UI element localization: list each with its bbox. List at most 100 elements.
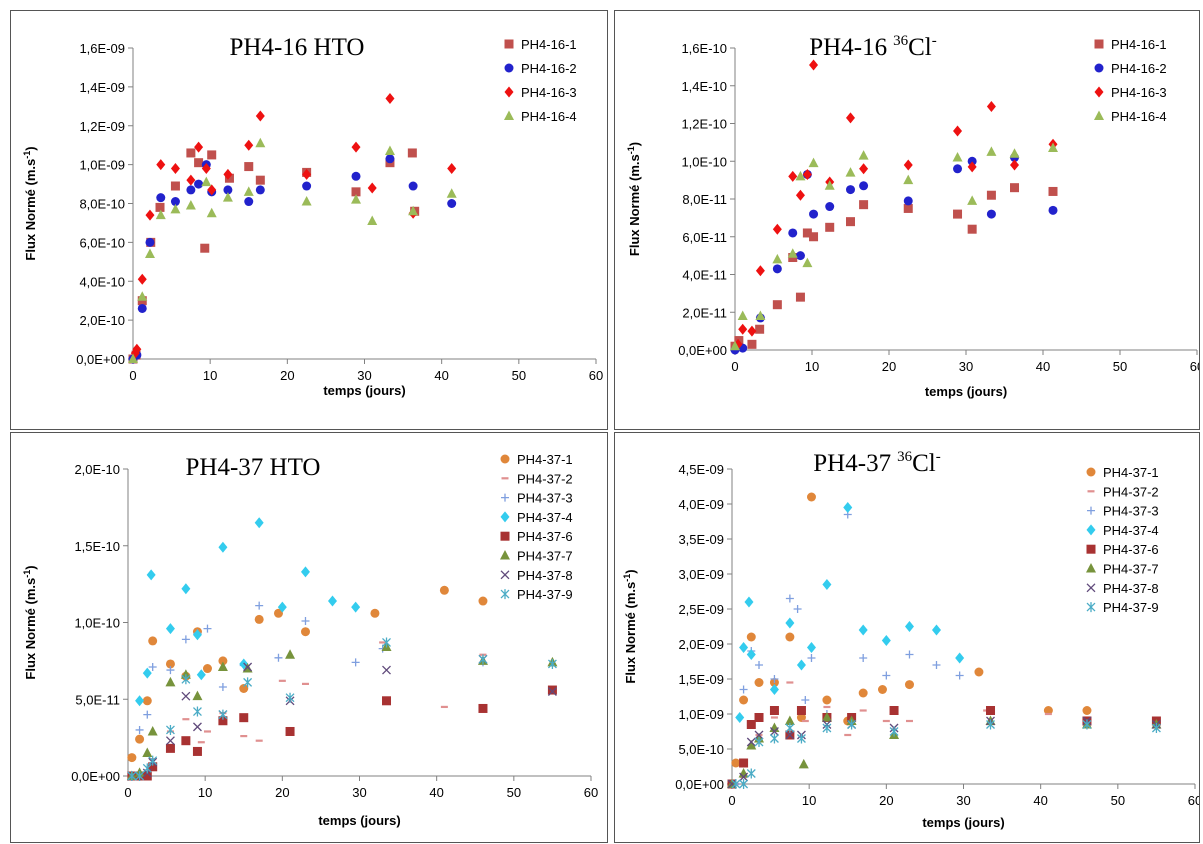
series-ph4-37-2 xyxy=(732,681,1160,786)
legend-marker xyxy=(500,550,510,560)
data-point xyxy=(731,779,741,789)
data-point xyxy=(156,159,166,171)
legend-label: PH4-37-3 xyxy=(517,491,573,506)
data-point xyxy=(731,758,741,768)
data-point xyxy=(754,713,764,722)
series-ph4-37-1 xyxy=(731,492,1092,768)
legend-marker xyxy=(1087,506,1095,515)
data-point xyxy=(166,666,175,675)
data-point xyxy=(145,237,155,247)
data-point xyxy=(165,743,175,753)
data-point xyxy=(1048,205,1058,215)
data-point xyxy=(772,253,783,264)
data-point xyxy=(243,186,254,196)
y-axis-label: Flux Normé (m.s-1) xyxy=(22,146,38,260)
data-point xyxy=(739,685,748,694)
data-point xyxy=(170,181,180,191)
data-point xyxy=(367,215,378,225)
data-point xyxy=(739,758,749,768)
data-point xyxy=(858,624,868,636)
data-point xyxy=(181,736,191,746)
data-point xyxy=(785,632,795,642)
data-point xyxy=(165,623,175,635)
data-point xyxy=(881,635,891,646)
data-point xyxy=(1151,723,1161,733)
legend-marker xyxy=(504,63,514,73)
legend-label: PH4-16-2 xyxy=(521,61,577,76)
data-point xyxy=(186,174,196,186)
x-tick-label: 30 xyxy=(357,368,371,383)
data-point xyxy=(255,601,264,610)
x-tick-label: 10 xyxy=(802,793,816,808)
x-tick-label: 30 xyxy=(956,793,970,808)
y-tick-label: 2,0E-09 xyxy=(678,637,724,652)
data-point xyxy=(302,181,312,191)
data-point xyxy=(165,724,175,735)
data-point xyxy=(739,695,749,705)
data-point xyxy=(744,596,754,608)
data-point xyxy=(859,200,869,210)
y-tick-label: 3,5E-09 xyxy=(678,532,724,547)
data-point xyxy=(967,224,977,234)
data-point xyxy=(192,722,202,732)
data-point xyxy=(128,353,138,363)
series-ph4-37-8 xyxy=(127,654,557,781)
data-point xyxy=(953,125,963,137)
data-point xyxy=(822,695,832,705)
data-point xyxy=(351,141,361,153)
legend-marker xyxy=(1094,110,1104,120)
data-point xyxy=(824,180,835,190)
y-tick-label: 1,6E-10 xyxy=(681,41,727,56)
data-point xyxy=(953,209,963,219)
data-point xyxy=(277,601,287,613)
data-point xyxy=(148,762,158,772)
data-point xyxy=(747,339,757,349)
series-ph4-37-6 xyxy=(727,706,1161,789)
data-point xyxy=(807,654,816,662)
legend-marker xyxy=(1094,63,1104,73)
x-axis-label: temps (jours) xyxy=(318,813,400,828)
data-point xyxy=(285,692,295,703)
data-point xyxy=(746,737,756,747)
x-tick-label: 60 xyxy=(1188,793,1199,808)
y-tick-label: 3,0E-09 xyxy=(678,567,724,582)
data-point xyxy=(730,340,740,351)
chart-title: PH4-37 HTO xyxy=(186,454,321,481)
legend-label: PH4-37-2 xyxy=(517,471,573,486)
data-point xyxy=(192,706,202,717)
data-point xyxy=(137,273,147,285)
data-point xyxy=(785,594,794,603)
y-axis-label: Flux Normé (m.s-1) xyxy=(626,142,642,256)
data-point xyxy=(822,723,832,733)
legend-marker xyxy=(501,493,509,502)
data-point xyxy=(795,170,806,181)
legend-marker xyxy=(500,511,510,523)
data-point xyxy=(300,627,310,637)
chart-ph4-37-cl: 0,0E+00 5,0E-10 1,0E-09 1,5E-09 2,0E-09 2,5E-… xyxy=(622,449,1199,830)
x-tick-label: 0 xyxy=(728,793,735,808)
legend-label: PH4-37-1 xyxy=(1103,465,1159,480)
legend-marker xyxy=(1094,39,1104,49)
legend-label: PH4-16-2 xyxy=(1111,61,1167,76)
data-point xyxy=(953,164,963,174)
legend-label: PH4-37-9 xyxy=(1103,600,1159,615)
data-point xyxy=(889,706,899,715)
data-point xyxy=(754,737,764,747)
x-axis-label: temps (jours) xyxy=(323,383,405,398)
data-point xyxy=(186,148,196,158)
data-point xyxy=(408,181,418,191)
data-point xyxy=(785,617,795,629)
data-point xyxy=(967,161,977,173)
y-tick-label: 6,0E-10 xyxy=(79,235,125,250)
y-tick-label: 1,0E-10 xyxy=(681,154,727,169)
data-point xyxy=(793,605,802,613)
legend-label: PH4-16-4 xyxy=(1111,109,1167,124)
data-point xyxy=(192,746,202,756)
legend-label: PH4-37-9 xyxy=(517,587,573,602)
data-point xyxy=(889,726,899,737)
data-point xyxy=(859,181,869,191)
data-point xyxy=(905,650,914,659)
chart-title: PH4-37 36Cl- xyxy=(813,449,940,477)
data-point xyxy=(859,163,869,175)
data-point xyxy=(218,541,228,553)
